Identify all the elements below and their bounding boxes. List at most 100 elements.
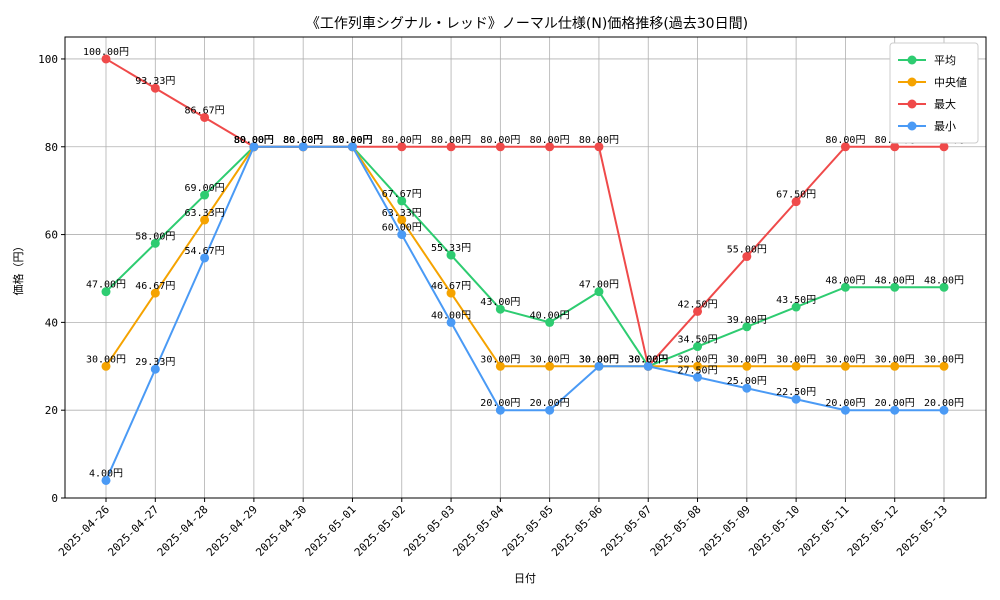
data-point bbox=[693, 306, 703, 316]
data-point bbox=[495, 142, 505, 152]
data-label: 30.00円 bbox=[86, 354, 126, 365]
x-tick-label: 2025-05-06 bbox=[549, 503, 605, 559]
data-point bbox=[742, 383, 752, 393]
data-point bbox=[939, 405, 949, 415]
x-tick-label: 2025-05-04 bbox=[450, 503, 506, 559]
data-label: 27.50円 bbox=[677, 365, 717, 376]
data-point bbox=[890, 405, 900, 415]
data-point bbox=[150, 364, 160, 374]
legend-entry: 最大 bbox=[934, 97, 956, 111]
x-tick-label: 2025-05-08 bbox=[648, 503, 704, 559]
legend-entry: 中央値 bbox=[934, 76, 967, 89]
x-tick-label: 2025-05-12 bbox=[845, 503, 901, 559]
data-label: 20.00円 bbox=[875, 398, 915, 409]
data-point bbox=[594, 142, 604, 152]
data-point bbox=[545, 361, 555, 371]
data-label: 29.33円 bbox=[135, 357, 175, 368]
data-label: 40.00円 bbox=[530, 310, 570, 321]
data-point bbox=[693, 342, 703, 352]
data-point bbox=[495, 361, 505, 371]
x-tick-label: 2025-05-03 bbox=[401, 503, 457, 559]
series-lines bbox=[101, 54, 949, 485]
data-point bbox=[791, 394, 801, 404]
x-tick-label: 2025-04-28 bbox=[155, 503, 211, 559]
data-label: 80.00円 bbox=[480, 135, 520, 146]
data-label: 30.00円 bbox=[628, 354, 668, 365]
data-label: 80.00円 bbox=[283, 135, 323, 146]
x-tick-label: 2025-04-29 bbox=[204, 503, 260, 559]
data-point bbox=[397, 230, 407, 240]
series-line bbox=[105, 145, 944, 481]
data-point bbox=[840, 361, 850, 371]
series-line bbox=[105, 145, 944, 368]
data-label: 30.00円 bbox=[677, 354, 717, 365]
legend-swatch-marker bbox=[907, 55, 917, 65]
data-label: 34.50円 bbox=[677, 335, 717, 346]
data-point bbox=[397, 196, 407, 206]
data-label: 80.00円 bbox=[382, 135, 422, 146]
x-tick-label: 2025-04-27 bbox=[105, 503, 161, 559]
data-point bbox=[101, 287, 111, 297]
data-point bbox=[446, 317, 456, 327]
data-labels: 47.00円 58.00円 69.00円 80.00円 80.00円 80.00円 67.6… bbox=[83, 47, 964, 479]
grid bbox=[65, 37, 986, 499]
data-label: 22.50円 bbox=[776, 387, 816, 398]
data-point bbox=[594, 361, 604, 371]
data-label: 80.00円 bbox=[332, 135, 372, 146]
data-label: 80.00円 bbox=[234, 135, 274, 146]
x-tick-label: 2025-04-30 bbox=[253, 503, 309, 559]
data-point bbox=[693, 372, 703, 382]
data-point bbox=[890, 361, 900, 371]
y-tick-label: 20 bbox=[45, 404, 58, 417]
y-tick-label: 100 bbox=[38, 53, 58, 66]
data-label: 30.00円 bbox=[727, 354, 767, 365]
data-point bbox=[693, 361, 703, 371]
data-point bbox=[791, 361, 801, 371]
y-axis-label: 価格（円） bbox=[11, 241, 25, 296]
data-point bbox=[298, 142, 308, 152]
data-point bbox=[939, 142, 949, 152]
data-point bbox=[939, 282, 949, 292]
data-label: 80.00円 bbox=[332, 135, 372, 146]
data-point bbox=[249, 142, 259, 152]
data-point bbox=[200, 215, 210, 225]
data-label: 58.00円 bbox=[135, 231, 175, 242]
data-label: 30.00円 bbox=[530, 354, 570, 365]
data-label: 30.00円 bbox=[875, 354, 915, 365]
data-point bbox=[347, 142, 357, 152]
data-label: 20.00円 bbox=[480, 398, 520, 409]
data-label: 54.67円 bbox=[185, 246, 225, 257]
data-point bbox=[594, 287, 604, 297]
data-point bbox=[890, 282, 900, 292]
data-label: 30.00円 bbox=[776, 354, 816, 365]
data-point bbox=[150, 83, 160, 93]
plot-area bbox=[64, 36, 987, 499]
legend-box bbox=[889, 42, 979, 144]
data-point bbox=[890, 142, 900, 152]
chart-title: 《工作列車シグナル・レッド》ノーマル仕様(N)価格推移(過去30日間) bbox=[306, 15, 748, 32]
data-label: 25.00円 bbox=[727, 376, 767, 387]
data-label: 55.00円 bbox=[727, 245, 767, 256]
data-label: 47.00円 bbox=[579, 280, 619, 291]
data-point bbox=[840, 405, 850, 415]
data-label: 30.00円 bbox=[579, 354, 619, 365]
data-point bbox=[742, 361, 752, 371]
data-label: 30.00円 bbox=[579, 354, 619, 365]
data-point bbox=[446, 142, 456, 152]
data-label: 67.50円 bbox=[776, 190, 816, 201]
data-point bbox=[742, 252, 752, 262]
data-label: 80.00円 bbox=[234, 135, 274, 146]
data-label: 39.00円 bbox=[727, 315, 767, 326]
legend-swatch-marker bbox=[907, 99, 917, 109]
data-point bbox=[200, 253, 210, 263]
data-label: 43.50円 bbox=[776, 295, 816, 306]
data-label: 63.33円 bbox=[382, 208, 422, 219]
data-label: 80.00円 bbox=[234, 135, 274, 146]
data-point bbox=[446, 250, 456, 260]
x-tick-label: 2025-05-13 bbox=[894, 503, 950, 559]
data-label: 42.50円 bbox=[677, 299, 717, 310]
data-label: 80.00円 bbox=[530, 135, 570, 146]
